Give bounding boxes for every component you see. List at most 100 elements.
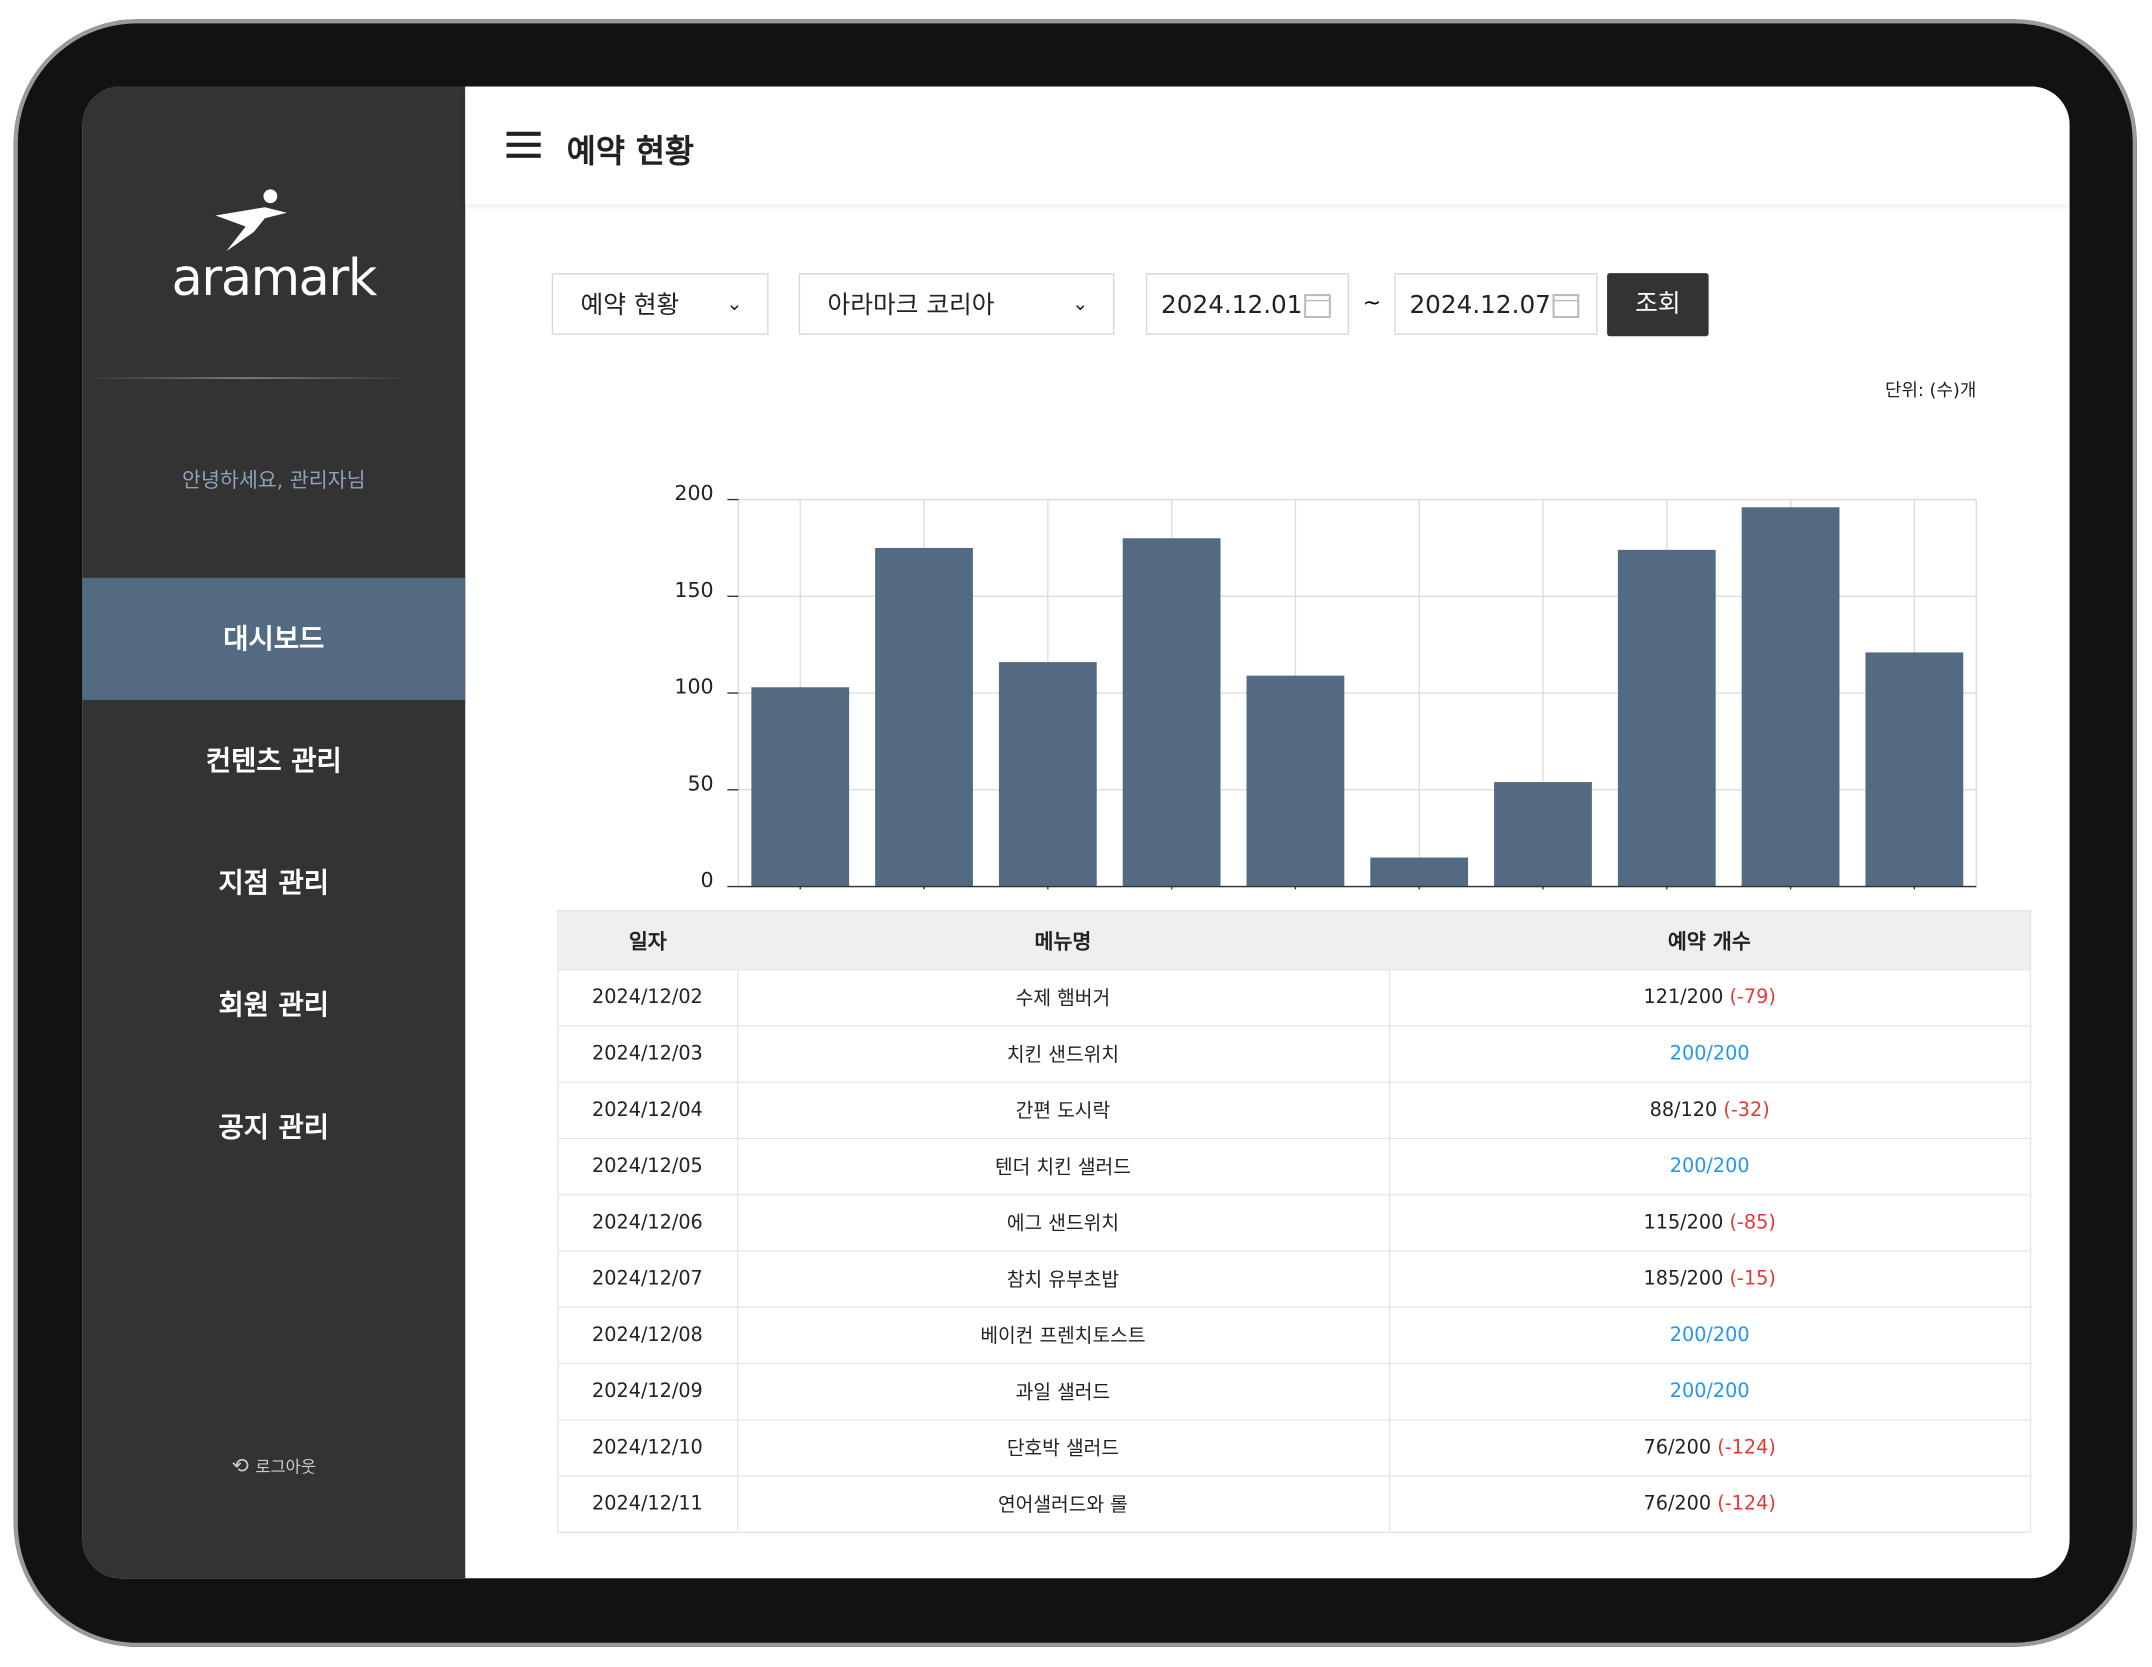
date-cell: 2024/12/05 — [557, 1137, 738, 1195]
branch-select[interactable]: 아라마크 코리아 ⌄ — [798, 273, 1115, 335]
date-cell: 2024/12/11 — [557, 1475, 738, 1533]
count-cell: 88/120 (-32) — [1388, 1081, 2031, 1139]
menu-cell: 수제 햄버거 — [736, 968, 1390, 1026]
menu-cell: 연어샐러드와 롤 — [736, 1475, 1390, 1533]
logout[interactable]: ⟲ 로그아웃 — [231, 1453, 316, 1479]
end-date-label: 2024.12.07 — [1409, 290, 1551, 320]
logo-icon — [215, 189, 287, 252]
start-date[interactable]: 2024.12.01 — [1145, 273, 1350, 335]
bar — [1370, 857, 1469, 887]
date-cell: 2024/12/04 — [557, 1081, 738, 1139]
count-cell: 200/200 — [1388, 1306, 2031, 1364]
greeting: 안녕하세요, 관리자님 — [182, 467, 366, 493]
column-header: 메뉴명 — [736, 910, 1389, 970]
menu-cell: 텐더 치킨 샐러드 — [736, 1137, 1390, 1195]
bar — [998, 662, 1097, 887]
table-row: 2024/12/11 연어샐러드와 롤 76/200 (-124) — [557, 1475, 2031, 1533]
table-body: 2024/12/02 수제 햄버거 121/200 (-79) 2024/12/03 치… — [557, 968, 2031, 1533]
shortfall: (-15) — [1729, 1268, 1776, 1291]
date-cell: 2024/12/09 — [557, 1362, 738, 1420]
date-cell: 2024/12/06 — [557, 1193, 738, 1251]
table-row: 2024/12/02 수제 햄버거 121/200 (-79) — [557, 968, 2031, 1026]
menu-cell: 간편 도시락 — [736, 1081, 1390, 1139]
table-row: 2024/12/03 치킨 샌드위치 200/200 — [557, 1025, 2031, 1083]
search-button[interactable]: 조회 — [1607, 273, 1709, 337]
divider — [82, 377, 412, 379]
count-cell: 76/200 (-124) — [1388, 1419, 2031, 1477]
view-select-label: 예약 현황 — [580, 290, 680, 320]
column-header: 예약 개수 — [1388, 910, 2031, 970]
reservation-table: 일자 메뉴명 예약 개수 2024/12/02 수제 햄버거 121/200 (-79)… — [557, 909, 2032, 1533]
count: 76/200 — [1643, 1436, 1712, 1459]
unit-label: 단위: (수)개 — [1885, 380, 1976, 401]
shortfall: (-124) — [1717, 1436, 1776, 1459]
bar — [1122, 538, 1221, 887]
view-select[interactable]: 예약 현황 ⌄ — [551, 273, 769, 335]
logout-label: 로그아웃 — [255, 1457, 316, 1477]
count: 200/200 — [1669, 1155, 1750, 1178]
table-row: 2024/12/10 단호박 샐러드 76/200 (-124) — [557, 1419, 2031, 1477]
count: 115/200 — [1643, 1211, 1724, 1234]
menu-item[interactable]: 지점 관리 — [218, 865, 330, 899]
count: 121/200 — [1643, 986, 1724, 1009]
count-cell: 185/200 (-15) — [1388, 1250, 2031, 1308]
date-cell: 2024/12/08 — [557, 1306, 738, 1364]
count-cell: 115/200 (-85) — [1388, 1193, 2031, 1251]
page-title: 예약 현황 — [566, 134, 694, 171]
column-header: 일자 — [557, 910, 737, 970]
menu-cell: 베이컨 프렌치토스트 — [736, 1306, 1390, 1364]
y-tick-label: 0 — [701, 868, 714, 889]
bar — [875, 547, 973, 887]
menu-item[interactable]: 공지 관리 — [218, 1110, 330, 1144]
count-cell: 121/200 (-79) — [1388, 968, 2031, 1026]
date-cell: 2024/12/02 — [557, 968, 738, 1026]
table-row: 2024/12/09 과일 샐러드 200/200 — [557, 1362, 2031, 1420]
y-tick-label: 50 — [687, 771, 713, 795]
branch-select-label: 아라마크 코리아 — [827, 290, 995, 320]
count: 200/200 — [1669, 1324, 1750, 1347]
table-row: 2024/12/04 간편 도시락 88/120 (-32) — [557, 1081, 2031, 1139]
shortfall: (-79) — [1729, 986, 1776, 1009]
table-row: 2024/12/08 베이컨 프렌치토스트 200/200 — [557, 1306, 2031, 1364]
count: 88/120 — [1649, 1099, 1718, 1122]
count: 200/200 — [1669, 1380, 1750, 1403]
date-cell: 2024/12/10 — [557, 1419, 738, 1477]
count-cell: 200/200 — [1388, 1362, 2031, 1420]
logo: aramark — [171, 248, 378, 308]
end-date[interactable]: 2024.12.07 — [1394, 273, 1598, 335]
chart: 단위: (수)개 05010015020012/0212/0312/0412/0… — [674, 380, 1977, 890]
date-cell: 2024/12/03 — [557, 1025, 738, 1083]
menu-cell: 참치 유부초밥 — [736, 1250, 1390, 1308]
shortfall: (-85) — [1729, 1211, 1776, 1234]
menu-item[interactable]: 대시보드 — [82, 577, 466, 700]
count-cell: 76/200 (-124) — [1388, 1475, 2031, 1533]
count-cell: 200/200 — [1388, 1137, 2031, 1195]
y-tick-label: 100 — [674, 675, 713, 699]
menu-item[interactable]: 회원 관리 — [218, 988, 330, 1022]
bar — [1741, 507, 1840, 887]
count-cell: 200/200 — [1388, 1025, 2031, 1083]
count: 185/200 — [1643, 1268, 1724, 1291]
count: 76/200 — [1643, 1493, 1712, 1516]
start-date-label: 2024.12.01 — [1161, 290, 1303, 320]
shortfall: (-124) — [1717, 1493, 1776, 1516]
table-header: 일자 메뉴명 예약 개수 — [557, 910, 2031, 970]
menu-toggle[interactable] — [506, 130, 542, 160]
table-row: 2024/12/05 텐더 치킨 샐러드 200/200 — [557, 1137, 2031, 1195]
menu-cell: 단호박 샐러드 — [736, 1419, 1390, 1477]
table-row: 2024/12/06 에그 샌드위치 115/200 (-85) — [557, 1193, 2031, 1251]
bar — [751, 687, 850, 887]
date-separator: ~ — [1362, 289, 1382, 316]
menu-cell: 에그 샌드위치 — [736, 1193, 1390, 1251]
count: 200/200 — [1669, 1043, 1750, 1065]
bar — [1494, 782, 1592, 887]
table-row: 2024/12/07 참치 유부초밥 185/200 (-15) — [557, 1250, 2031, 1308]
menu-item[interactable]: 컨텐츠 관리 — [205, 743, 342, 777]
header: 예약 현황 — [465, 86, 2070, 205]
y-tick-label: 150 — [674, 578, 713, 602]
bar — [1617, 549, 1716, 887]
